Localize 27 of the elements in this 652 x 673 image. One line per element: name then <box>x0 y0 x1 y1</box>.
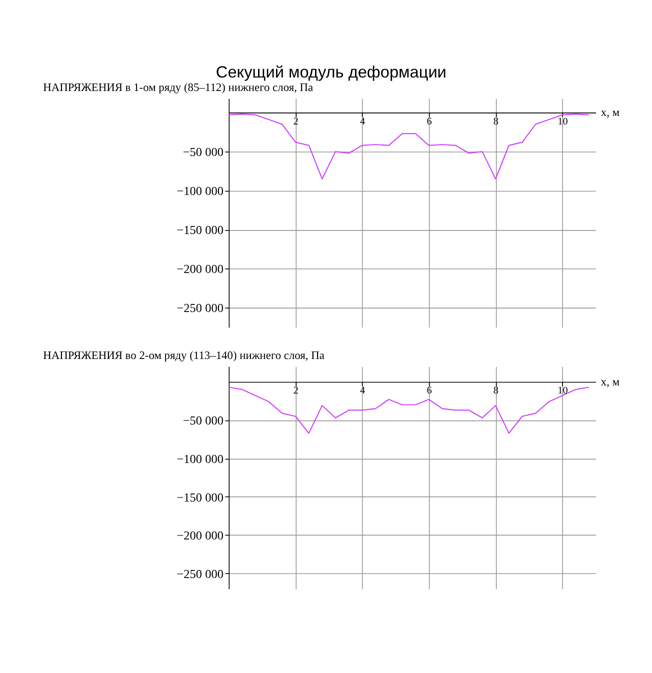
line-series <box>228 386 590 434</box>
x-tick-label: 8 <box>493 116 499 128</box>
x-tick-label: 10 <box>558 386 568 397</box>
x-tick-label: 4 <box>360 116 366 128</box>
x-axis-title: x, м <box>600 376 620 388</box>
y-tick-label: −100 000 <box>176 452 224 466</box>
x-axis-title: x, м <box>600 107 620 120</box>
y-axis-title: НАПРЯЖЕНИЯ во 2-ом ряду (113–140) нижнего слоя, Па <box>43 350 324 362</box>
line-series <box>228 114 590 180</box>
chart-title: Секущий модуль деформации <box>216 63 446 82</box>
x-tick-label: 10 <box>558 116 568 128</box>
y-tick-label: −50 000 <box>182 145 224 160</box>
x-tick-label: 6 <box>426 116 432 128</box>
y-tick-label: −100 000 <box>176 184 224 198</box>
x-tick-label: 2 <box>293 386 298 397</box>
x-tick-label: 6 <box>426 386 432 397</box>
y-tick-label: −50 000 <box>182 414 224 428</box>
y-tick-label: −250 000 <box>176 301 224 316</box>
y-tick-label: −150 000 <box>176 223 224 238</box>
x-tick-label: 4 <box>360 386 366 397</box>
x-tick-label: 2 <box>293 116 298 128</box>
y-tick-label: −200 000 <box>176 528 224 543</box>
y-tick-label: −150 000 <box>176 490 224 504</box>
y-tick-label: −250 000 <box>176 566 224 581</box>
x-tick-label: 8 <box>493 386 499 397</box>
y-tick-label: −200 000 <box>176 262 224 276</box>
y-axis-title: НАПРЯЖЕНИЯ в 1-ом ряду (85–112) нижнего слоя, Па <box>43 82 314 94</box>
